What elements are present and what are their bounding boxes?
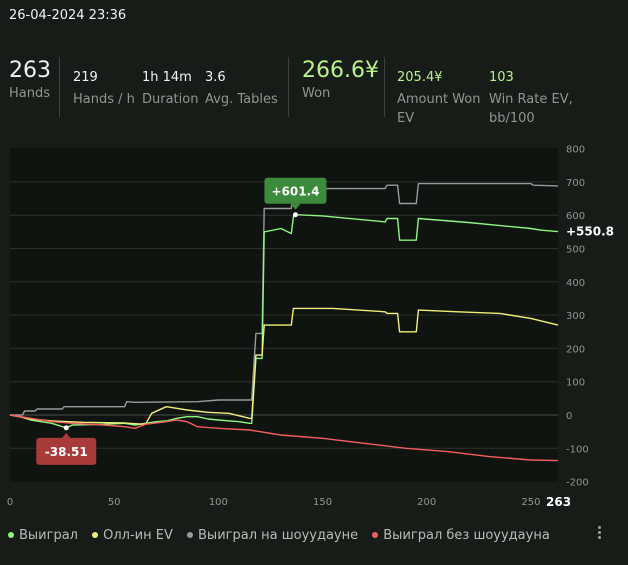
- stat-hands-label: Hands: [9, 86, 51, 101]
- stat-hands-value: 263: [9, 58, 51, 83]
- min-annotation-label: -38.51: [45, 445, 88, 459]
- x-tick-label: 0: [7, 497, 13, 508]
- stat-win-rate-ev: 103 Win Rate EV, bb/100: [489, 70, 573, 128]
- y-tick-label: 800: [566, 145, 585, 156]
- x-tick-label: 100: [209, 497, 228, 508]
- y-tick-label: -100: [566, 444, 589, 455]
- stat-amount-won-ev-value: 205.4¥: [397, 70, 443, 85]
- series-line-no_showdown: [9, 414, 559, 462]
- max-annotation-label: +601.4: [271, 185, 319, 199]
- stat-win-rate-ev-label-line2: bb/100: [489, 111, 535, 126]
- legend-label-showdown: Выиграл на шоуудауне: [198, 528, 359, 543]
- stat-avg-tables: 3.6 Avg. Tables: [205, 70, 278, 109]
- stat-duration-value: 1h 14m: [142, 70, 192, 85]
- legend-dot-showdown: [187, 531, 194, 538]
- min-annotation-badge: [36, 437, 97, 465]
- x-tick-label: 200: [417, 497, 436, 508]
- stat-divider: [59, 57, 60, 117]
- stat-divider: [384, 57, 385, 117]
- stat-hands-per-hour-label: Hands / h: [73, 92, 135, 107]
- series-line-showdown: [10, 182, 559, 416]
- stat-hands-per-hour: 219 Hands / h: [73, 70, 135, 109]
- max-annotation-pointer: [290, 203, 301, 210]
- max-annotation-badge: [264, 177, 327, 204]
- min-point-marker: [63, 425, 69, 431]
- end-value-label: +550.8: [566, 225, 614, 239]
- legend-dot-won: [8, 531, 14, 538]
- stat-duration: 1h 14m Duration: [142, 70, 198, 109]
- legend-label-won: Выиграл: [19, 528, 78, 543]
- legend-label-allin-ev: Олл-ин EV: [103, 528, 173, 543]
- legend-item-allin-ev[interactable]: Олл-ин EV: [92, 528, 173, 543]
- y-tick-label: 0: [566, 411, 572, 422]
- legend-item-won[interactable]: Выиграл: [8, 528, 78, 543]
- stat-win-rate-ev-label-line1: Win Rate EV,: [489, 92, 573, 107]
- max-point-marker: [292, 212, 298, 218]
- y-tick-label: 500: [566, 245, 585, 256]
- stat-divider: [288, 57, 289, 117]
- stat-avg-tables-label: Avg. Tables: [205, 92, 278, 107]
- y-tick-label: 100: [566, 378, 585, 389]
- stat-duration-label: Duration: [142, 92, 199, 107]
- y-tick-label: 700: [566, 178, 585, 189]
- chart-area[interactable]: -200 -100 0 100 200 300 400 500 600 700 800 0 50 100 1…: [0, 140, 628, 515]
- stat-won-value: 266.6¥: [302, 58, 379, 83]
- stat-amount-won-ev-label-line1: Amount Won: [397, 92, 481, 107]
- series-line-allin_ev: [9, 307, 559, 425]
- stat-hands-per-hour-value: 219: [73, 70, 98, 85]
- stat-won: 266.6¥ Won: [302, 58, 379, 103]
- stat-amount-won-ev-label-line2: EV: [397, 111, 415, 126]
- min-annotation-pointer: [61, 432, 72, 439]
- legend-item-showdown[interactable]: Выиграл на шоуудауне: [187, 528, 358, 543]
- series-line-won: [9, 214, 559, 429]
- chart-legend: Выиграл Олл-ин EV Выиграл на шоуудауне В…: [8, 528, 560, 543]
- more-options-icon[interactable]: [594, 526, 604, 542]
- y-tick-label: 300: [566, 311, 585, 322]
- legend-dot-no-showdown: [372, 531, 379, 538]
- menu-dot: [597, 536, 601, 539]
- y-tick-label: 600: [566, 211, 585, 222]
- x-tick-label: 50: [108, 497, 121, 508]
- profit-chart[interactable]: -200 -100 0 100 200 300 400 500 600 700 800 0 50 100 1…: [0, 140, 628, 515]
- stat-amount-won-ev: 205.4¥ Amount Won EV: [397, 70, 481, 128]
- legend-item-no-showdown[interactable]: Выиграл без шоуудауна: [372, 528, 550, 543]
- stat-won-label: Won: [302, 86, 331, 101]
- legend-dot-allin-ev: [92, 531, 99, 538]
- datetime: 26-04-2024 23:36: [9, 8, 127, 23]
- x-tick-label: 250: [521, 497, 540, 508]
- x-tick-label-last: 263: [546, 495, 571, 509]
- menu-dot: [597, 526, 601, 529]
- stat-amount-won-ev-label: Amount Won EV: [397, 90, 481, 128]
- y-tick-label: -200: [566, 478, 589, 489]
- x-tick-label: 150: [313, 497, 332, 508]
- stat-avg-tables-value: 3.6: [205, 70, 226, 85]
- legend-label-no-showdown: Выиграл без шоуудауна: [383, 528, 550, 543]
- stat-hands: 263 Hands: [9, 58, 51, 103]
- stat-win-rate-ev-value: 103: [489, 70, 514, 85]
- stat-win-rate-ev-label: Win Rate EV, bb/100: [489, 90, 573, 128]
- y-tick-label: 200: [566, 344, 585, 355]
- y-tick-label: 400: [566, 278, 585, 289]
- menu-dot: [597, 531, 601, 534]
